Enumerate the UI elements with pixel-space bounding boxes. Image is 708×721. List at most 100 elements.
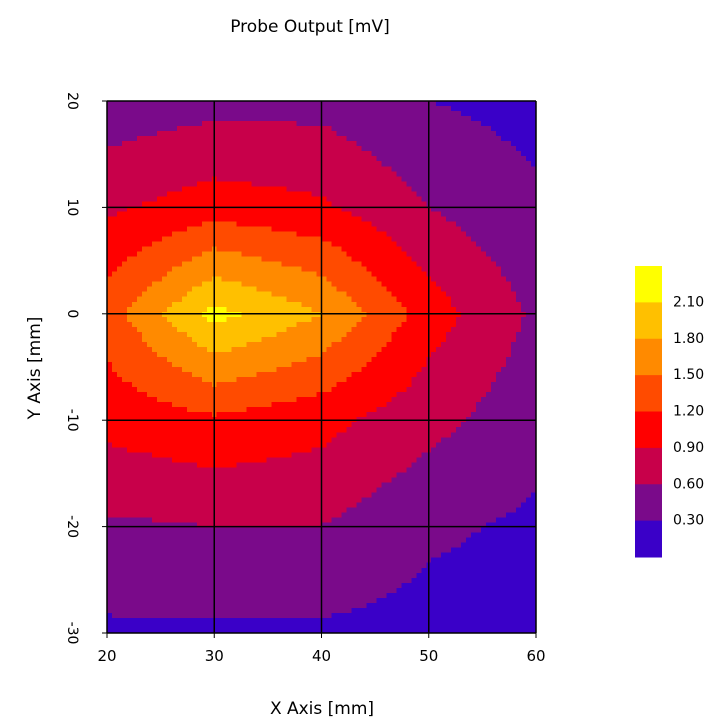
contour-cell	[376, 311, 382, 318]
contour-cell	[151, 377, 158, 383]
contour-cell	[346, 121, 353, 127]
contour-cell	[496, 216, 502, 223]
contour-cell	[376, 291, 382, 298]
contour-cell	[161, 346, 168, 353]
contour-cell	[171, 216, 178, 223]
contour-cell	[216, 321, 223, 328]
contour-cell	[476, 146, 482, 152]
contour-cell	[251, 226, 258, 233]
contour-cell	[141, 221, 148, 228]
contour-cell	[431, 231, 437, 238]
contour-cell	[346, 276, 353, 283]
contour-cell	[296, 301, 303, 308]
contour-cell	[326, 181, 333, 187]
contour-cell	[396, 121, 402, 127]
contour-cell	[516, 306, 522, 313]
contour-cell	[396, 191, 402, 197]
contour-cell	[146, 367, 153, 373]
contour-cell	[481, 116, 487, 122]
contour-cell	[461, 166, 467, 172]
contour-cell	[421, 326, 427, 333]
contour-cell	[366, 271, 372, 278]
contour-cell	[236, 211, 243, 218]
contour-cell	[146, 246, 153, 253]
contour-cell	[146, 131, 153, 137]
contour-cell	[231, 251, 238, 258]
contour-cell	[431, 226, 437, 233]
contour-cell	[346, 206, 353, 213]
contour-cell	[306, 111, 313, 117]
contour-cell	[291, 341, 298, 348]
contour-cell	[196, 387, 203, 393]
contour-cell	[456, 141, 462, 147]
contour-cell	[446, 106, 452, 112]
contour-cell	[181, 356, 188, 363]
contour-cell	[221, 201, 228, 207]
contour-cell	[496, 196, 502, 202]
contour-cell	[421, 156, 427, 162]
contour-cell	[476, 171, 482, 177]
contour-cell	[246, 176, 253, 182]
contour-cell	[491, 367, 497, 373]
contour-cell	[356, 296, 363, 303]
contour-cell	[471, 361, 477, 368]
contour-cell	[301, 387, 308, 393]
contour-cell	[311, 266, 318, 273]
contour-cell	[136, 382, 143, 388]
contour-cell	[326, 296, 333, 303]
contour-cell	[491, 206, 497, 213]
contour-cell	[166, 226, 173, 233]
contour-cell	[181, 146, 188, 152]
contour-cell	[391, 251, 397, 258]
contour-cell	[146, 321, 153, 328]
contour-cell	[336, 341, 343, 348]
contour-cell	[321, 221, 328, 228]
contour-cell	[411, 271, 417, 278]
contour-cell	[181, 286, 188, 293]
contour-cell	[166, 377, 173, 383]
contour-cell	[466, 146, 472, 152]
contour-cell	[116, 326, 123, 333]
contour-cell	[341, 166, 348, 172]
contour-cell	[391, 121, 397, 127]
contour-cell	[456, 306, 462, 313]
contour-cell	[111, 361, 118, 368]
contour-cell	[271, 176, 278, 182]
contour-cell	[371, 336, 377, 343]
contour-cell	[416, 181, 422, 187]
contour-cell	[221, 351, 228, 358]
contour-cell	[466, 266, 472, 273]
contour-cell	[491, 236, 497, 243]
contour-cell	[326, 101, 333, 107]
contour-cell	[166, 231, 173, 238]
contour-cell	[531, 306, 537, 313]
contour-cell	[531, 141, 537, 147]
contour-cell	[201, 281, 208, 288]
contour-cell	[386, 156, 392, 162]
contour-cell	[171, 256, 178, 263]
contour-cell	[241, 271, 248, 278]
contour-cell	[401, 211, 407, 218]
contour-cell	[191, 166, 198, 172]
contour-cell	[196, 241, 203, 248]
contour-cell	[266, 246, 273, 253]
contour-cell	[151, 121, 158, 127]
contour-cell	[191, 186, 198, 192]
contour-cell	[161, 161, 168, 167]
contour-cell	[231, 211, 238, 218]
contour-cell	[361, 266, 367, 273]
contour-cell	[531, 151, 537, 157]
contour-cell	[136, 291, 143, 298]
contour-cell	[256, 336, 263, 343]
contour-cell	[126, 171, 133, 177]
contour-cell	[251, 316, 258, 323]
contour-cell	[326, 221, 333, 228]
contour-cell	[181, 241, 188, 248]
contour-cell	[396, 226, 402, 233]
contour-cell	[246, 281, 253, 288]
contour-cell	[501, 101, 507, 107]
contour-cell	[206, 296, 213, 303]
contour-cell	[411, 126, 417, 132]
contour-cell	[231, 316, 238, 323]
contour-cell	[171, 151, 178, 157]
